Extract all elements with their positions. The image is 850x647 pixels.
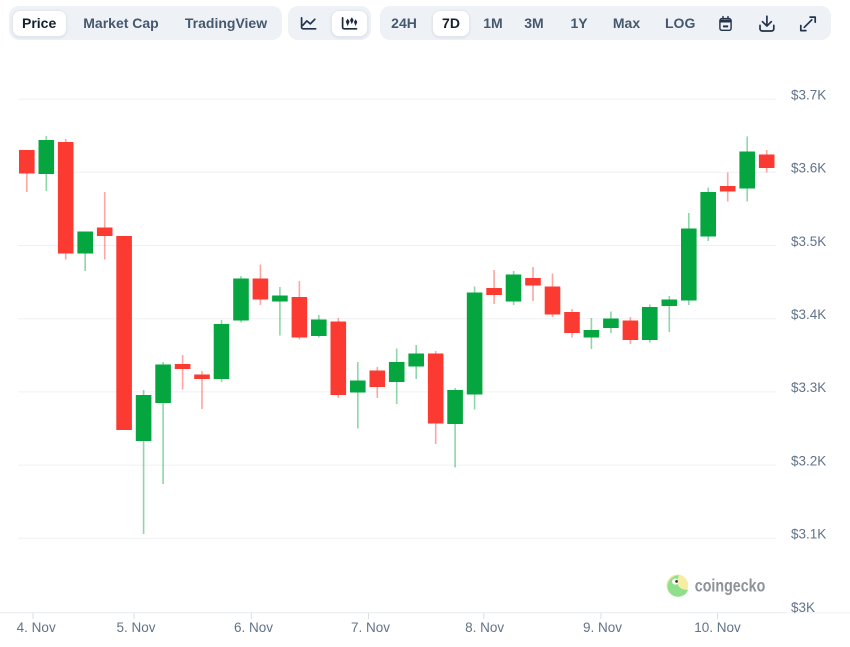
svg-text:$3.3K: $3.3K [791, 380, 826, 395]
svg-text:$3.2K: $3.2K [791, 453, 826, 468]
svg-text:coingecko: coingecko [695, 575, 766, 595]
svg-text:$3.5K: $3.5K [791, 234, 826, 249]
svg-text:7. Nov: 7. Nov [351, 620, 390, 635]
svg-text:$3.4K: $3.4K [791, 307, 826, 322]
svg-text:$3K: $3K [791, 600, 815, 615]
svg-text:$3.7K: $3.7K [791, 87, 826, 102]
svg-text:$3.6K: $3.6K [791, 161, 826, 176]
svg-text:10. Nov: 10. Nov [694, 620, 741, 635]
svg-text:4. Nov: 4. Nov [17, 620, 56, 635]
svg-text:6. Nov: 6. Nov [234, 620, 273, 635]
svg-text:9. Nov: 9. Nov [583, 620, 622, 635]
svg-text:5. Nov: 5. Nov [116, 620, 155, 635]
svg-text:8. Nov: 8. Nov [465, 620, 504, 635]
svg-text:$3.1K: $3.1K [791, 527, 826, 542]
